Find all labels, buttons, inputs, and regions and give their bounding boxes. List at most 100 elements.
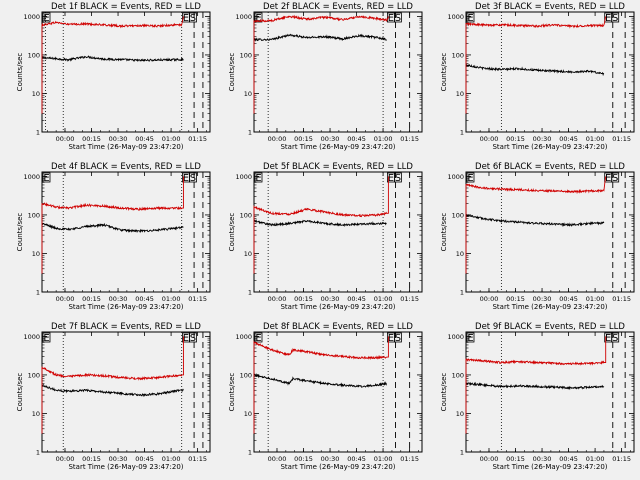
x-axis-label: Start Time (26-May-09 23:47:20) bbox=[68, 463, 183, 471]
x-tick-label: 00:00 bbox=[480, 135, 499, 143]
x-tick-label: 01:00 bbox=[374, 135, 393, 143]
x-tick-label: 01:15 bbox=[188, 135, 207, 143]
x-axis-label: Start Time (26-May-09 23:47:20) bbox=[68, 303, 183, 311]
x-tick-label: 00:45 bbox=[347, 135, 366, 143]
flag-box-e bbox=[466, 12, 475, 23]
flag-label-e2: E bbox=[388, 333, 394, 344]
flag-box-e bbox=[42, 172, 51, 183]
flag-label-e2: E bbox=[183, 13, 189, 24]
x-axis-label: Start Time (26-May-09 23:47:20) bbox=[280, 143, 395, 151]
y-tick-label: 10 bbox=[244, 410, 252, 418]
x-tick-label: 01:15 bbox=[612, 135, 631, 143]
plot-frame bbox=[41, 11, 211, 133]
y-tick-label: 1 bbox=[460, 129, 464, 137]
x-tick-label: 00:15 bbox=[294, 135, 313, 143]
x-axis-label: Start Time (26-May-09 23:47:20) bbox=[280, 303, 395, 311]
flag-label-s: S bbox=[612, 173, 618, 184]
x-tick-label: 00:30 bbox=[321, 295, 340, 303]
plot-frame bbox=[253, 171, 423, 293]
panel-title: Det 7f BLACK = Events, RED = LLD bbox=[51, 322, 201, 332]
y-tick-label: 10 bbox=[32, 250, 40, 258]
flag-box-e bbox=[466, 332, 475, 343]
x-tick-label: 00:30 bbox=[321, 135, 340, 143]
panel-title: Det 9f BLACK = Events, RED = LLD bbox=[475, 322, 625, 332]
x-tick-label: 00:30 bbox=[533, 135, 552, 143]
flag-label-e2: E bbox=[605, 333, 611, 344]
flag-box-e bbox=[42, 332, 51, 343]
x-tick-label: 01:00 bbox=[586, 295, 605, 303]
flag-label-s: S bbox=[190, 13, 196, 24]
x-tick-label: 01:00 bbox=[162, 455, 181, 463]
panel-6: Det 6f BLACK = Events, RED = LLD 1 10 100 10… bbox=[440, 162, 635, 311]
x-tick-label: 01:15 bbox=[188, 295, 207, 303]
flag-label-e: E bbox=[467, 13, 473, 24]
panel-5: Det 5f BLACK = Events, RED = LLD 1 10 100 10… bbox=[228, 162, 423, 311]
series-lld-line bbox=[465, 16, 607, 114]
y-axis-label: Counts/sec bbox=[16, 373, 24, 412]
x-tick-label: 01:00 bbox=[374, 295, 393, 303]
y-tick-label: 10 bbox=[32, 410, 40, 418]
x-tick-label: 00:45 bbox=[347, 295, 366, 303]
y-tick-label: 1 bbox=[460, 449, 464, 457]
y-tick-label: 1000 bbox=[447, 333, 464, 341]
flag-label-e2: E bbox=[605, 13, 611, 24]
series-events-line bbox=[41, 55, 184, 121]
panel-1: Det 1f BLACK = Events, RED = LLD 1 10 100 10… bbox=[16, 2, 211, 151]
y-tick-label: 100 bbox=[452, 211, 464, 219]
x-tick-label: 01:00 bbox=[162, 295, 181, 303]
x-tick-label: 00:45 bbox=[135, 135, 154, 143]
flag-box-s bbox=[611, 332, 620, 343]
y-tick-label: 1000 bbox=[447, 173, 464, 181]
flag-label-s: S bbox=[395, 173, 401, 184]
x-axis-label: Start Time (26-May-09 23:47:20) bbox=[492, 303, 607, 311]
x-tick-label: 00:00 bbox=[56, 135, 75, 143]
flag-label-e2: E bbox=[183, 333, 189, 344]
flag-label-e2: E bbox=[388, 13, 394, 24]
x-tick-label: 00:30 bbox=[109, 135, 128, 143]
plot-frame bbox=[253, 11, 423, 133]
panel-7: Det 7f BLACK = Events, RED = LLD 1 10 100 10… bbox=[16, 322, 211, 471]
x-tick-label: 00:00 bbox=[268, 295, 287, 303]
flag-label-e: E bbox=[467, 173, 473, 184]
flag-box-e bbox=[254, 12, 263, 23]
panel-title: Det 8f BLACK = Events, RED = LLD bbox=[263, 322, 413, 332]
y-axis-label: Counts/sec bbox=[228, 53, 236, 92]
flag-box-s bbox=[611, 12, 620, 23]
series-events-line bbox=[253, 218, 387, 281]
y-axis-label: Counts/sec bbox=[16, 213, 24, 252]
x-tick-label: 00:15 bbox=[82, 135, 101, 143]
y-tick-label: 100 bbox=[452, 371, 464, 379]
x-tick-label: 00:30 bbox=[533, 455, 552, 463]
panel-title: Det 5f BLACK = Events, RED = LLD bbox=[263, 162, 413, 172]
flag-box-s bbox=[393, 12, 402, 23]
series-events-line bbox=[253, 33, 387, 121]
y-tick-label: 1 bbox=[248, 289, 252, 297]
plot-frame bbox=[41, 331, 211, 453]
x-tick-label: 00:00 bbox=[268, 135, 287, 143]
y-tick-label: 100 bbox=[240, 371, 252, 379]
panel-8: Det 8f BLACK = Events, RED = LLD 1 10 100 10… bbox=[228, 322, 423, 471]
x-tick-label: 00:15 bbox=[294, 295, 313, 303]
plot-frame bbox=[253, 331, 423, 453]
x-tick-label: 00:00 bbox=[56, 295, 75, 303]
panel-title: Det 3f BLACK = Events, RED = LLD bbox=[475, 2, 625, 12]
flag-label-e: E bbox=[43, 333, 49, 344]
y-tick-label: 1000 bbox=[235, 333, 252, 341]
series-lld-line bbox=[465, 336, 607, 434]
y-tick-label: 10 bbox=[456, 410, 464, 418]
y-tick-label: 1000 bbox=[23, 13, 40, 21]
x-tick-label: 01:00 bbox=[586, 135, 605, 143]
flag-label-e: E bbox=[43, 13, 49, 24]
y-tick-label: 1000 bbox=[235, 13, 252, 21]
flag-label-s: S bbox=[395, 333, 401, 344]
x-tick-label: 00:00 bbox=[480, 295, 499, 303]
x-axis-label: Start Time (26-May-09 23:47:20) bbox=[68, 143, 183, 151]
flag-label-e: E bbox=[255, 333, 261, 344]
series-events-line bbox=[465, 213, 605, 281]
x-tick-label: 00:15 bbox=[82, 295, 101, 303]
x-tick-label: 00:45 bbox=[559, 455, 578, 463]
y-tick-label: 100 bbox=[28, 51, 40, 59]
flag-box-e bbox=[42, 12, 51, 23]
series-lld-line bbox=[253, 14, 389, 114]
y-axis-label: Counts/sec bbox=[440, 213, 448, 252]
